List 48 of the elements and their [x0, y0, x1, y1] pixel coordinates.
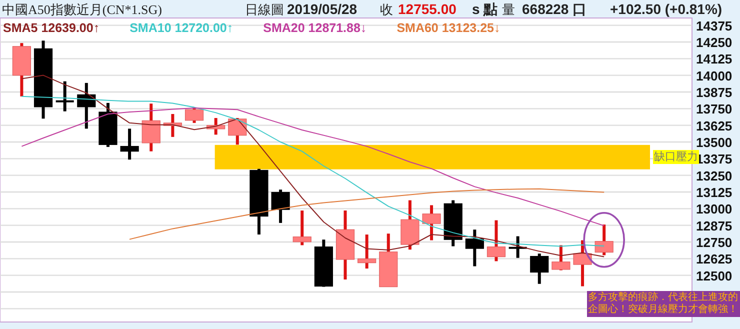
- candlestick: [465, 230, 484, 266]
- y-tick-label: 12500: [696, 268, 732, 284]
- candlestick: [56, 81, 74, 112]
- y-tick-label: 14000: [696, 68, 732, 84]
- y-tick-label: 13125: [696, 185, 732, 200]
- y-tick-label: 13500: [696, 135, 732, 150]
- text: SMA60 13123.25↓: [396, 21, 500, 35]
- candlestick: [292, 210, 312, 246]
- candlestick: [77, 82, 96, 129]
- candlestick: [486, 220, 506, 262]
- candlestick: [573, 240, 592, 286]
- y-tick-label: 13000: [696, 202, 732, 217]
- candlestick: [358, 234, 376, 269]
- y-tick-label: 14375: [696, 18, 732, 34]
- text: +102.50 (+0.81%): [610, 1, 722, 17]
- text: 2019/05/28: [287, 1, 358, 17]
- text: 日線圖: [245, 3, 284, 18]
- candlestick: [142, 104, 160, 152]
- candlestick: [184, 108, 204, 123]
- text: 收: [380, 3, 393, 18]
- y-tick-label: 14250: [696, 35, 732, 50]
- text: SMA20 12871.88↓: [263, 21, 367, 35]
- candlestick: [422, 205, 441, 240]
- band-label: 缺口壓力: [653, 150, 699, 164]
- text: SMA5 12639.00↑: [3, 21, 100, 35]
- candlestick: [594, 224, 614, 256]
- y-tick-label: 12750: [696, 235, 732, 250]
- text: 668228 口: [522, 1, 587, 17]
- y-tick-label: 13875: [696, 85, 732, 100]
- text: s 點: [472, 1, 498, 17]
- y-tick-label: 12625: [696, 252, 732, 267]
- candlestick: [530, 254, 549, 284]
- y-tick-label: 14125: [696, 52, 732, 67]
- y-tick-label: 13250: [696, 168, 732, 184]
- candlestick: [552, 245, 570, 270]
- candlestick: [271, 190, 290, 223]
- chart-title: 中國A50指數近月(CN*1.SG): [2, 2, 162, 17]
- y-tick-label: 13625: [696, 118, 732, 134]
- text: 量: [502, 3, 515, 18]
- y-tick-label: 13750: [696, 102, 732, 117]
- line-series: [21, 108, 605, 226]
- line-series: [129, 188, 605, 240]
- y-tick-label: 12875: [696, 218, 732, 234]
- text: SMA10 12720.00↑: [130, 21, 234, 35]
- candlestick: [120, 128, 139, 160]
- annotation: 多方攻擊的痕跡．代表往上進攻的企圖心！突破月線壓力才會轉強！: [587, 291, 740, 317]
- y-tick-label: 13375: [696, 152, 732, 167]
- text: 12755.00: [398, 1, 457, 17]
